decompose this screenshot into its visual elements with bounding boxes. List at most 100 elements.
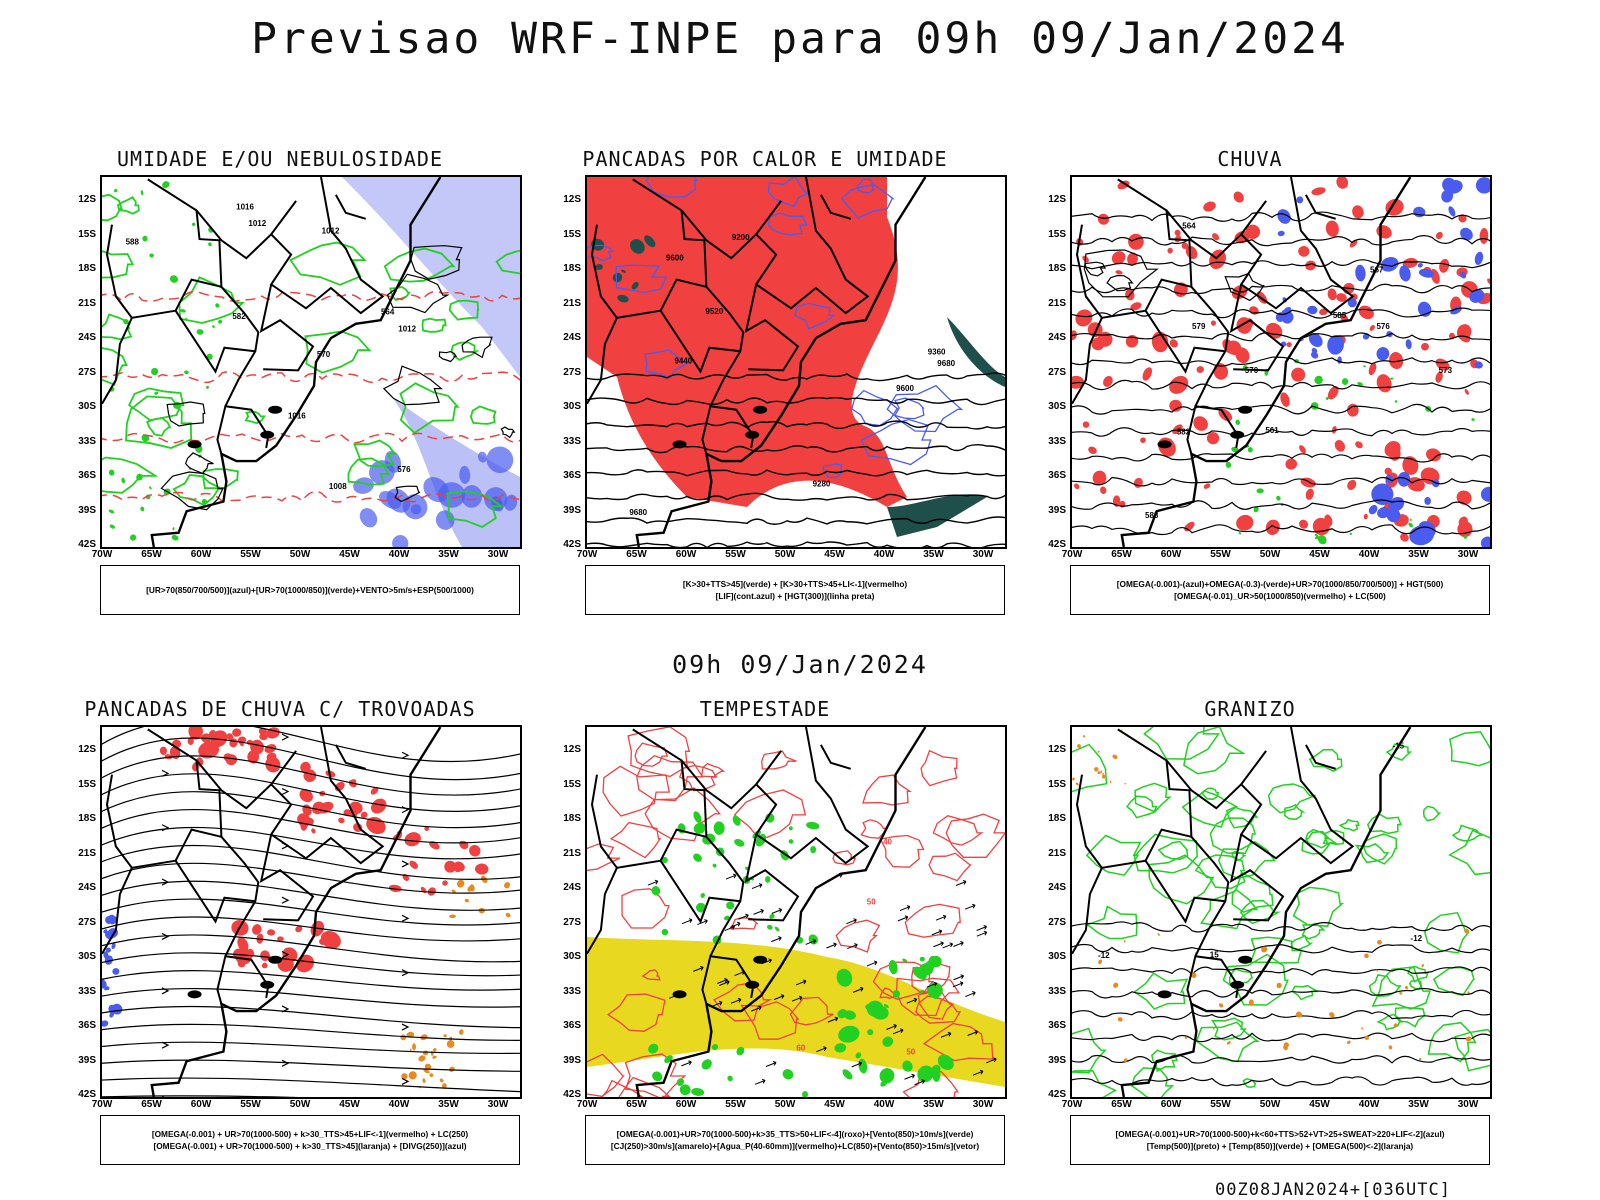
lat-tick-label: 24S [78, 332, 96, 343]
lat-tick-label: 24S [563, 882, 581, 893]
svg-text:9360: 9360 [928, 347, 946, 356]
lat-tick-label: 15S [1048, 228, 1066, 240]
main-title: Previsao WRF-INPE para 09h 09/Jan/2024 [251, 14, 1349, 64]
lat-tick-label: 21S [1048, 297, 1066, 309]
svg-text:576: 576 [1377, 322, 1391, 331]
map-pancadas-calor: 9600 9680 9520 9440 9360 9280 9200 9680 9600 [585, 175, 1007, 549]
svg-text:561: 561 [1265, 426, 1279, 435]
mid-title: 09h 09/Jan/2024 [672, 650, 928, 679]
lat-tick-label: 36S [563, 1020, 581, 1031]
map-tempestade: 40 50 60 50 [585, 725, 1007, 1099]
lat-tick-label: 42S [563, 1089, 581, 1100]
svg-text:-12: -12 [1098, 951, 1110, 960]
panel-title: PANCADAS DE CHUVA C/ TROVOADAS [84, 697, 476, 721]
svg-text:582: 582 [1177, 428, 1191, 437]
lat-tick-label: 12S [563, 744, 581, 755]
svg-text:585: 585 [1333, 311, 1347, 320]
legend-line-1: [UR>70(850/700/500)](azul)+[UR>70(1000/8… [146, 585, 474, 595]
lon-tick-label: 40W [388, 1099, 410, 1110]
lat-tick-label: 12S [563, 194, 581, 205]
svg-text:50: 50 [906, 1048, 915, 1057]
lat-tick-label: 30S [1048, 951, 1066, 962]
svg-text:9440: 9440 [674, 356, 692, 365]
lat-tick-label: 18S [1048, 263, 1066, 274]
svg-text:60: 60 [796, 1044, 805, 1053]
panel-title: PANCADAS POR CALOR E UMIDADE [582, 147, 948, 171]
svg-text:588: 588 [126, 238, 140, 247]
lat-tick-label: 33S [563, 435, 581, 447]
lon-tick-label: 70W [91, 549, 113, 560]
lat-tick-label: 21S [563, 847, 581, 859]
lon-tick-label: 50W [774, 1099, 796, 1110]
lon-tick-label: 60W [1160, 549, 1182, 560]
lat-tick-label: 30S [1048, 401, 1066, 412]
lon-tick-label: 40W [873, 1099, 895, 1110]
legend-line-1: [OMEGA(-0.001)+UR>70(1000-500)+k>35_TTS>… [616, 1129, 974, 1139]
lon-tick-label: 65W [1111, 1099, 1132, 1110]
lat-tick-label: 12S [1048, 744, 1066, 755]
lat-tick-label: 24S [563, 332, 581, 343]
lat-tick-label: 15S [563, 228, 581, 240]
lon-tick-label: 30W [1457, 549, 1479, 560]
panel-tempestade: TEMPESTADE 40 50 60 50 [OMEGA(-0.001)+UR>70… [535, 697, 1007, 1177]
lat-tick-label: 36S [78, 470, 96, 481]
legend-line-2: [OMEGA(-0.001) + UR>70(1000-500) + k>30_… [153, 1141, 467, 1151]
lon-tick-label: 40W [1358, 1099, 1380, 1110]
svg-text:564: 564 [381, 308, 395, 317]
panel-title: GRANIZO [1204, 697, 1296, 721]
legend-line-1: [OMEGA(-0.001) + UR>70(1000-500) + k>30_… [151, 1129, 469, 1139]
lon-tick-label: 50W [289, 549, 311, 560]
lon-tick-label: 30W [487, 1099, 509, 1110]
svg-text:9600: 9600 [896, 384, 914, 393]
panel-pancadas-trovoadas: PANCADAS DE CHUVA C/ TROVOADAS [OMEGA(-0… [50, 697, 522, 1177]
lon-tick-label: 60W [1160, 1099, 1182, 1110]
panel-chuva: CHUVA 588 585 582 579 576 573 570 567 564 561 [OM… [1020, 147, 1492, 627]
svg-text:570: 570 [317, 350, 331, 359]
lat-tick-label: 12S [1048, 194, 1066, 205]
legend-line-2: [LIF](cont.azul) + [HGT(300)](linha pret… [715, 591, 875, 601]
lon-tick-label: 30W [487, 549, 509, 560]
lon-tick-label: 35W [1408, 549, 1429, 560]
lat-tick-label: 33S [563, 985, 581, 997]
svg-text:9200: 9200 [732, 233, 750, 242]
lon-tick-label: 50W [1259, 549, 1281, 560]
lat-tick-label: 15S [78, 778, 96, 790]
panel-title: CHUVA [1217, 147, 1283, 171]
lat-tick-label: 21S [78, 297, 96, 309]
lon-tick-label: 45W [824, 1099, 845, 1110]
lon-tick-label: 35W [438, 549, 459, 560]
lat-tick-label: 27S [1048, 366, 1066, 378]
panel-title: UMIDADE E/OU NEBULOSIDADE [116, 147, 444, 171]
lat-tick-label: 27S [1048, 916, 1066, 928]
footer-run-time: 00Z08JAN2024+[036UTC] [1215, 1180, 1451, 1200]
lat-tick-label: 36S [563, 470, 581, 481]
lon-tick-label: 65W [1111, 549, 1132, 560]
lon-tick-label: 70W [1061, 549, 1083, 560]
svg-text:9520: 9520 [705, 307, 723, 316]
lon-tick-label: 60W [675, 1099, 697, 1110]
legend-line-1: [OMEGA(-0.001)+UR>70(1000-500)+k<60+TTS>… [1115, 1129, 1445, 1139]
lat-tick-label: 42S [1048, 539, 1066, 550]
lon-tick-label: 45W [1309, 549, 1330, 560]
lon-tick-label: 45W [339, 549, 360, 560]
lon-tick-label: 40W [1358, 549, 1380, 560]
lat-tick-label: 27S [563, 366, 581, 378]
lon-tick-label: 55W [1210, 1099, 1231, 1110]
legend-line-1: [OMEGA(-0.001)-(azul)+OMEGA(-0.3)-(verde… [1116, 579, 1444, 589]
svg-text:1008: 1008 [329, 482, 347, 491]
lon-tick-label: 65W [141, 549, 162, 560]
lat-tick-label: 24S [1048, 882, 1066, 893]
lat-tick-label: 42S [78, 1089, 96, 1100]
lat-tick-label: 30S [563, 951, 581, 962]
legend-granizo: [OMEGA(-0.001)+UR>70(1000-500)+k<60+TTS>… [1070, 1115, 1490, 1165]
svg-text:40: 40 [883, 838, 892, 847]
lat-tick-label: 30S [563, 401, 581, 412]
svg-text:15: 15 [1210, 951, 1219, 960]
lat-tick-label: 12S [78, 744, 96, 755]
lon-tick-label: 35W [923, 1099, 944, 1110]
svg-text:9680: 9680 [629, 508, 647, 517]
panel-granizo: GRANIZO -12 -15 -12 15 [OMEGA(-0.001)+UR>70… [1020, 697, 1492, 1177]
lat-tick-label: 24S [78, 882, 96, 893]
lat-tick-label: 15S [78, 228, 96, 240]
lat-tick-label: 33S [1048, 985, 1066, 997]
